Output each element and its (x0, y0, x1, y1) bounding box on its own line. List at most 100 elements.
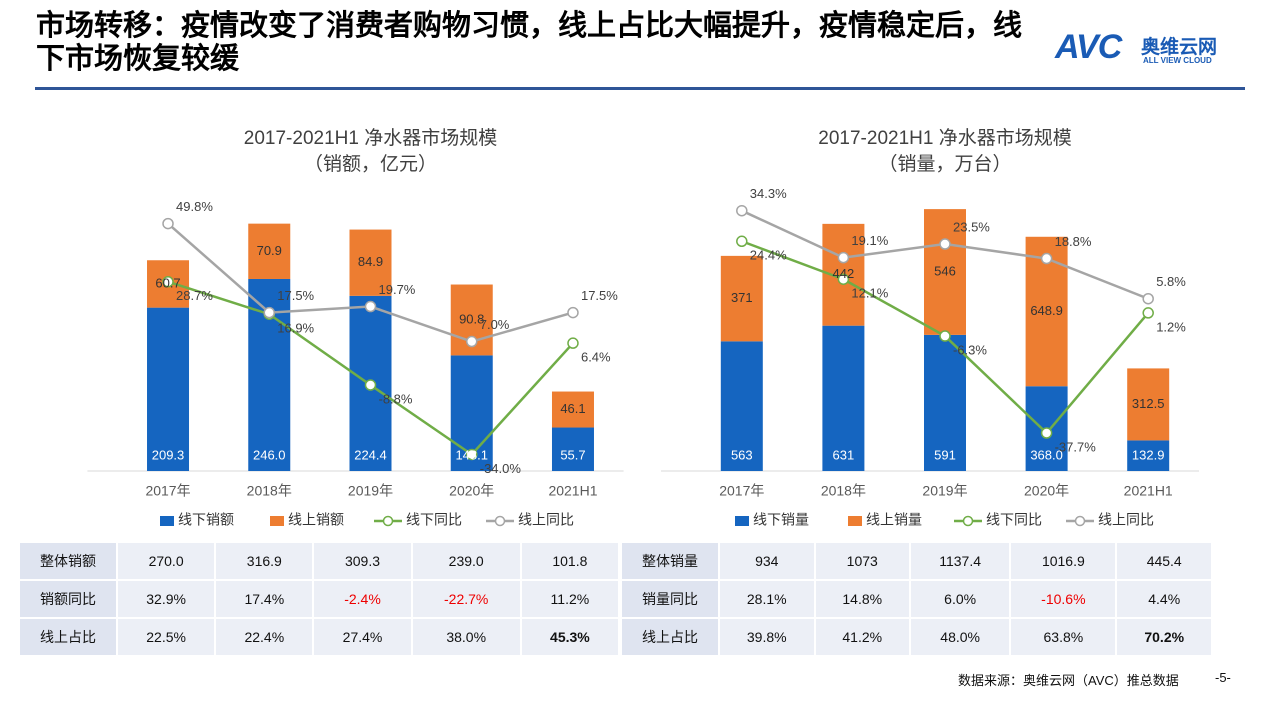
table-cell: 39.8% (718, 617, 816, 657)
legend-swatch (494, 515, 506, 527)
charts: 2017-2021H1 净水器市场规模 （销额，亿元） 2017年 2018年 2019… (87, 127, 1199, 528)
table-cell: 101.8 (519, 541, 621, 581)
line-label: 5.8% (1156, 274, 1186, 289)
bar (720, 341, 763, 471)
line-label: 7.0% (480, 317, 510, 332)
line-label: -34.0% (480, 461, 522, 476)
table-cell: 38.0% (410, 617, 522, 657)
table-cell: 22.5% (115, 617, 217, 657)
legend-swatch (382, 515, 394, 527)
table-cell: 11.2% (519, 579, 621, 619)
bar-label: 224.4 (354, 447, 387, 462)
page-number: -5- (1215, 670, 1231, 685)
bar (924, 334, 966, 471)
x-tick-label: 2021H1 (548, 483, 597, 499)
bar (822, 325, 865, 471)
logo: AVC 奥维云网 ALL VIEW CLOUD (1055, 28, 1250, 70)
line-marker (567, 337, 579, 349)
table-cell: 70.2% (1115, 617, 1213, 657)
bar-label: 312.5 (1132, 396, 1165, 411)
x-tick-label: 2020年 (1024, 483, 1069, 499)
line-marker (1142, 292, 1154, 305)
line-label: 1.2% (1156, 319, 1186, 334)
chart-subtitle: （销额，亿元） (304, 153, 437, 175)
row-header: 销额同比 (18, 579, 118, 619)
line-label: 17.5% (277, 288, 314, 303)
line-label: 24.4% (750, 248, 787, 263)
line-label: 12.1% (851, 286, 888, 301)
bar-label: 591 (934, 447, 956, 462)
logo-tagline: ALL VIEW CLOUD (1143, 56, 1212, 65)
line-label: -6.3% (953, 342, 987, 357)
legend-swatch (160, 516, 174, 526)
bar-label: 631 (833, 447, 855, 462)
table-row: 销额同比 32.9% 17.4% -2.4% -22.7% 11.2% (18, 579, 621, 619)
table-cell: 28.1% (718, 579, 816, 619)
bar (147, 307, 190, 471)
line-marker (465, 335, 478, 348)
line-marker (162, 275, 174, 288)
table-cell: 32.9% (115, 579, 217, 619)
table-cell: 316.9 (214, 541, 315, 581)
line-marker (465, 448, 478, 461)
table-cell: -2.4% (312, 579, 413, 619)
x-tick-label: 2017年 (719, 483, 764, 499)
data-table: 整体销额 270.0 316.9 309.3 239.0 101.8 销额同比 32.9% 17… (18, 541, 621, 657)
data-table: 整体销量 934 1073 1137.4 1016.9 445.4 销量同比 28.1% 14.… (620, 541, 1213, 657)
line-label: 28.7% (176, 288, 213, 303)
legend-label: 线下同比 (986, 512, 1042, 528)
header-rule (35, 87, 1245, 90)
table-cell: 309.3 (312, 541, 413, 581)
logo-mark: AVC (1055, 28, 1122, 66)
line-label: 16.9% (277, 321, 314, 336)
table-cell: 6.0% (908, 579, 1012, 619)
row-header: 整体销量 (620, 541, 720, 581)
line-marker (1040, 427, 1053, 439)
bar-label: 55.7 (560, 447, 585, 462)
line-label: -8.8% (379, 391, 413, 406)
bar (551, 391, 594, 428)
table-cell: 445.4 (1115, 541, 1213, 581)
line-marker (567, 306, 579, 319)
chart-title: 2017-2021H1 净水器市场规模 (818, 127, 1071, 149)
bar-label: 132.9 (1132, 447, 1165, 462)
line-label: 18.8% (1055, 234, 1092, 249)
table-row: 线上占比 39.8% 41.2% 48.0% 63.8% 70.2% (620, 617, 1213, 657)
table-cell: 270.0 (115, 541, 217, 581)
bar (551, 427, 594, 471)
bar-label: 84.9 (358, 254, 383, 269)
x-tick-label: 2019年 (348, 483, 393, 499)
line-label: 19.1% (851, 233, 888, 248)
x-tick-label: 2018年 (247, 483, 292, 499)
bar (1127, 368, 1170, 441)
line-marker (263, 306, 276, 319)
line-marker (837, 251, 850, 264)
line-marker (939, 238, 951, 250)
legend-label: 线下销量 (753, 512, 809, 528)
legend-swatch (848, 516, 862, 526)
bar-label: 546 (934, 263, 956, 278)
line-label: 19.7% (379, 282, 416, 297)
line-label: -37.7% (1055, 439, 1097, 454)
table-cell: 934 (718, 541, 816, 581)
legend-label: 线上销量 (866, 512, 922, 528)
bar-label: 60.7 (155, 275, 180, 290)
table-cell: 4.4% (1115, 579, 1213, 619)
chart-subtitle: （销量，万台） (878, 153, 1011, 175)
table-cell: 45.3% (519, 617, 621, 657)
line-marker (939, 330, 951, 342)
table-cell: 1073 (813, 541, 911, 581)
bar-label: 46.1 (560, 401, 585, 416)
row-header: 线上占比 (18, 617, 118, 657)
bar-label: 70.9 (257, 243, 282, 258)
table-cell: 1016.9 (1009, 541, 1118, 581)
bar (1127, 440, 1170, 471)
table-row: 整体销量 934 1073 1137.4 1016.9 445.4 (620, 541, 1213, 581)
line-label: 34.3% (750, 186, 787, 201)
line-marker (364, 300, 377, 313)
bar-label: 648.9 (1030, 303, 1063, 318)
bar-label: 563 (731, 447, 753, 462)
table-cell: 1137.4 (908, 541, 1012, 581)
table-row: 整体销额 270.0 316.9 309.3 239.0 101.8 (18, 541, 621, 581)
